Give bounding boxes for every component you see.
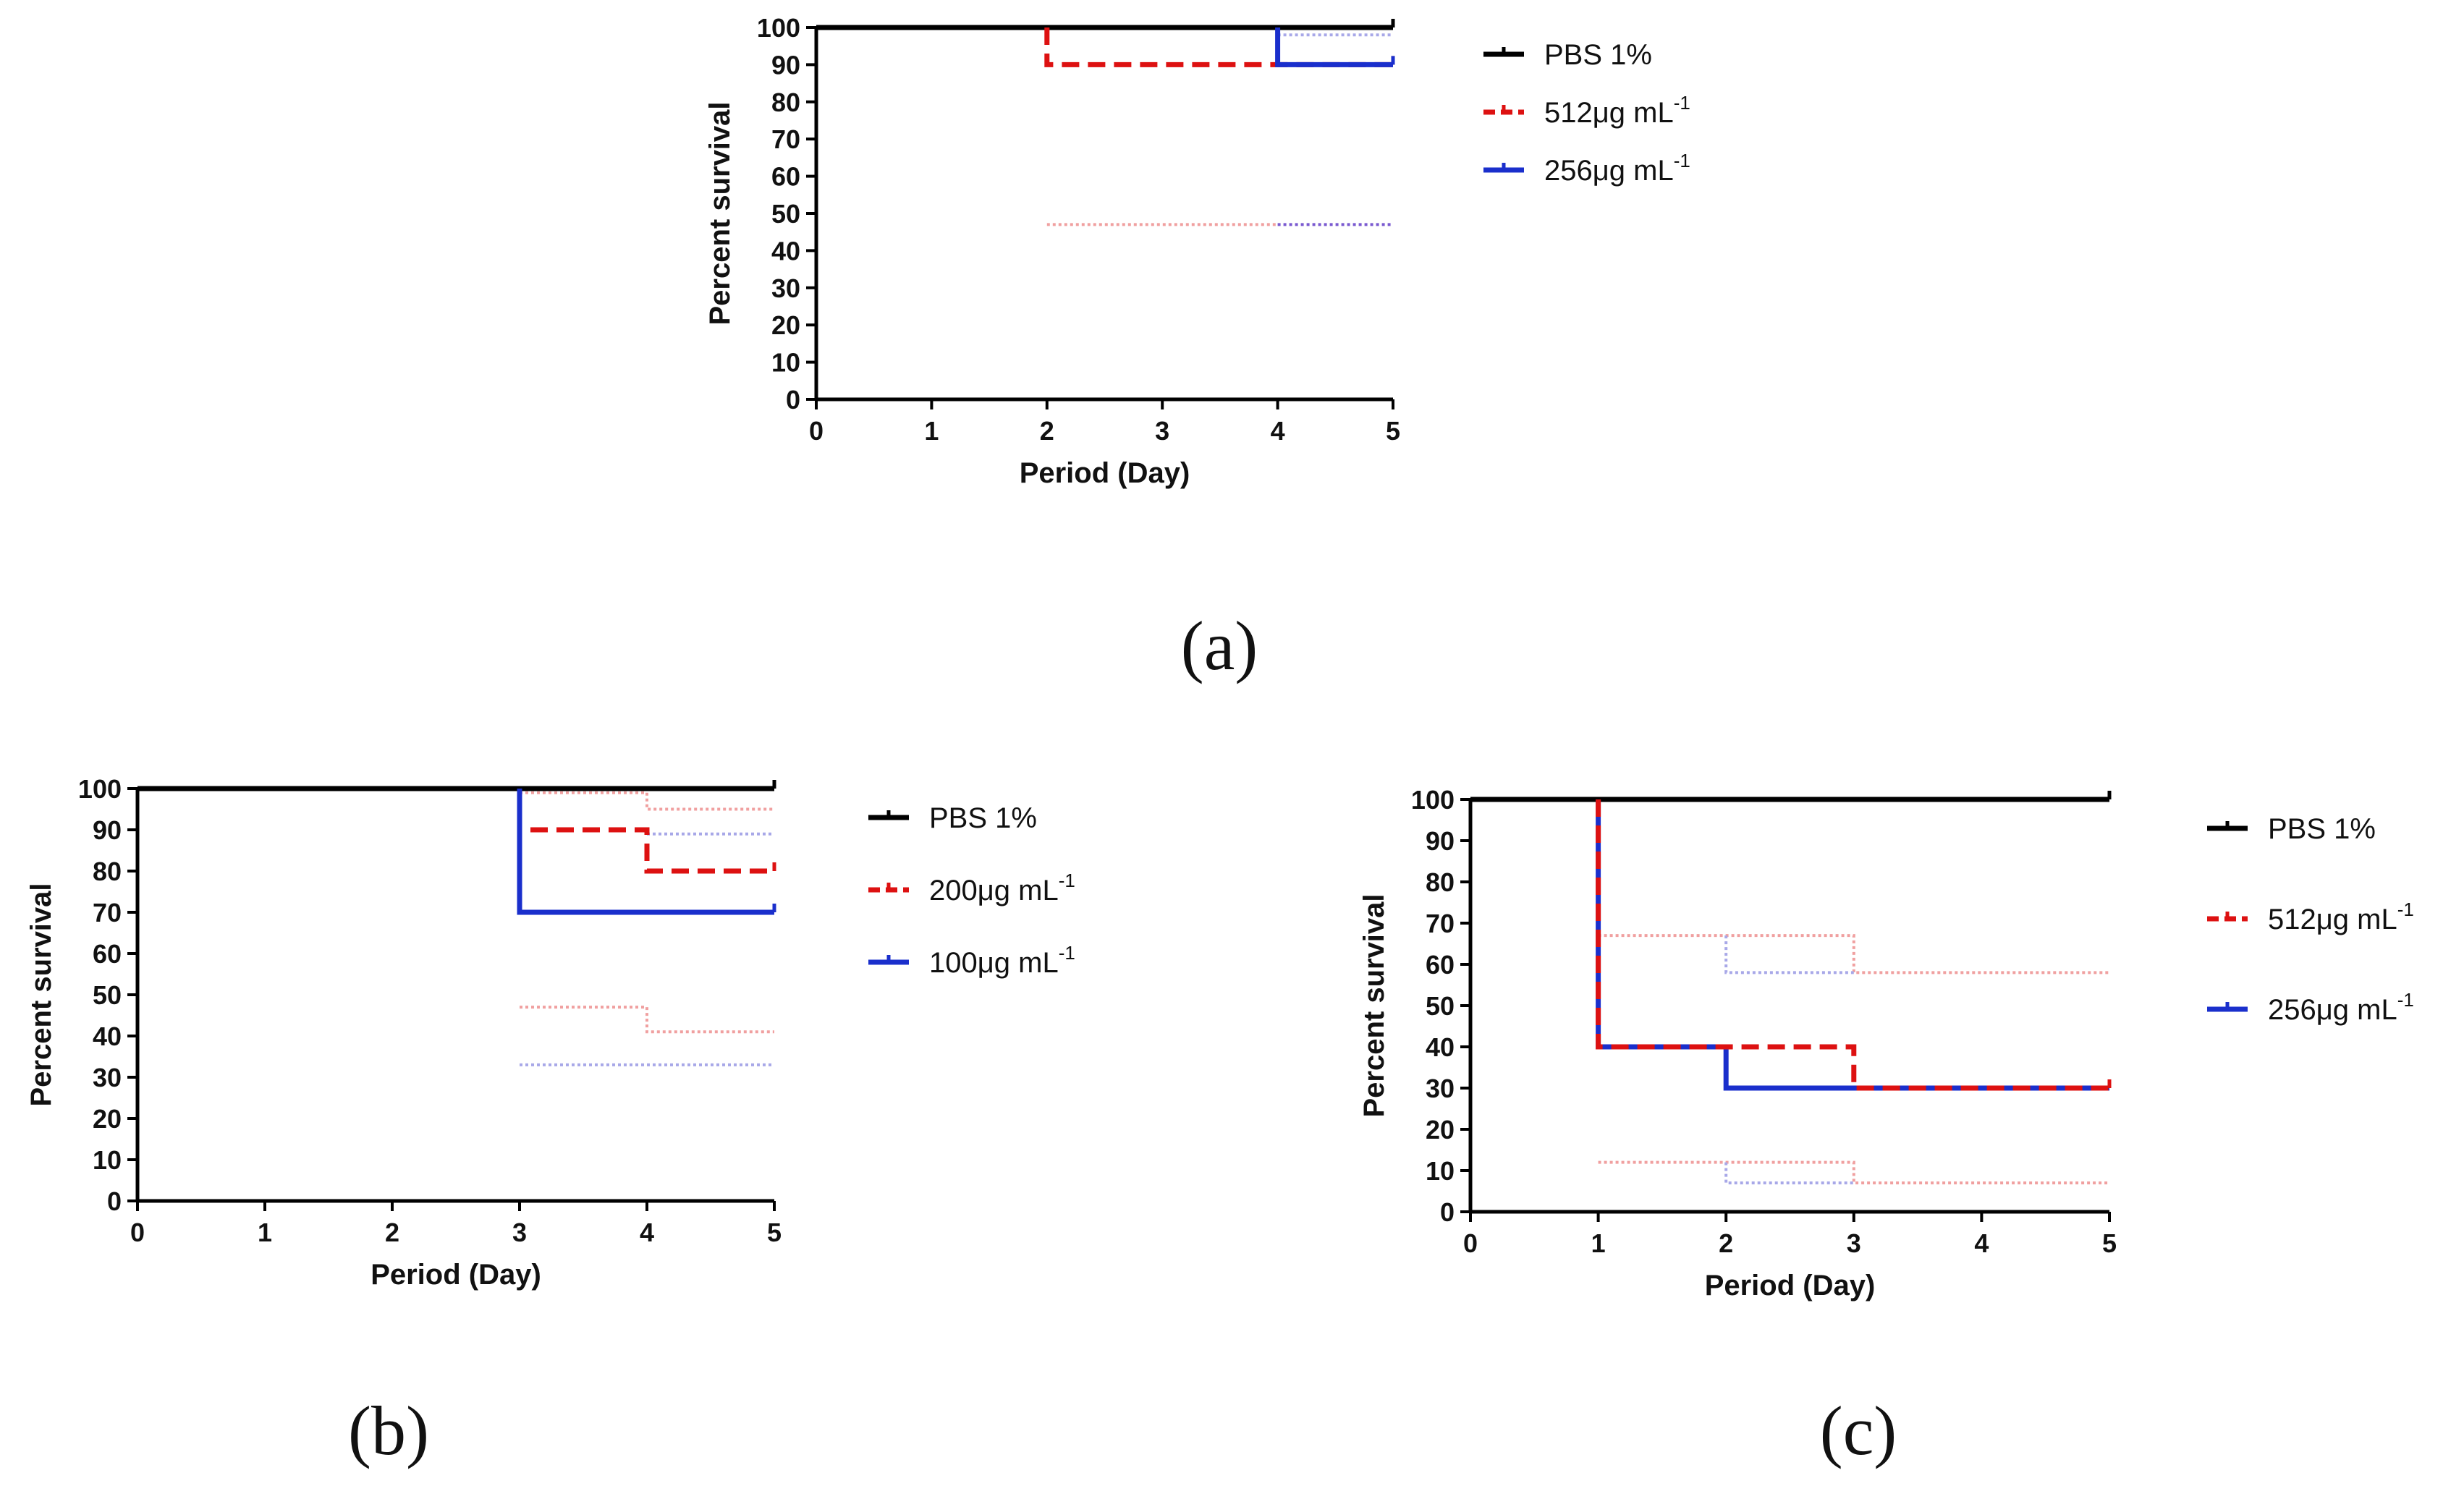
y-tick-label: 40 [93, 1022, 122, 1051]
confidence-band [1724, 1162, 1854, 1185]
y-tick-label: 60 [771, 162, 800, 192]
y-tick-label: 10 [1426, 1156, 1455, 1186]
legend-label: PBS 1% [929, 802, 1037, 834]
x-tick-label: 0 [130, 1218, 145, 1247]
panel-label: (c) [1820, 1392, 1897, 1469]
x-tick-label: 5 [2102, 1228, 2117, 1258]
x-tick-label: 3 [1155, 416, 1169, 446]
y-tick-label: 60 [93, 939, 122, 969]
y-tick-label: 10 [771, 348, 800, 378]
y-tick-label: 80 [93, 857, 122, 886]
x-tick-label: 2 [1040, 416, 1054, 446]
x-tick-label: 2 [385, 1218, 399, 1247]
confidence-band [1598, 1160, 2109, 1185]
y-tick-label: 0 [107, 1186, 122, 1216]
y-tick-label: 30 [1426, 1074, 1455, 1103]
series-line [1275, 27, 1393, 67]
x-tick-label: 0 [809, 416, 824, 446]
y-tick-label: 70 [93, 898, 122, 927]
panel-c: 0 10 20 30 40 50 60 70 80 90 100 0 1 2 3 4 5 Period (Day)… [1358, 785, 2414, 1469]
legend-label: 512μg mL-1 [1544, 92, 1690, 129]
panel-label: (a) [1181, 607, 1258, 684]
panel-a: 0 10 20 30 40 50 60 70 80 90 100 0 1 2 3 4 5 Period (Day)… [704, 13, 1690, 684]
y-tick-label: 90 [93, 815, 122, 845]
y-tick-label: 100 [78, 774, 122, 804]
y-tick-label: 20 [1426, 1115, 1455, 1145]
confidence-band [1598, 934, 2109, 974]
y-axis-title: Percent survival [25, 883, 57, 1106]
legend-label: 512μg mL-1 [2268, 899, 2414, 935]
y-tick-label: 50 [93, 980, 122, 1010]
y-tick-label: 50 [771, 199, 800, 229]
y-tick-label: 80 [1426, 867, 1455, 897]
x-tick-label: 1 [1591, 1228, 1606, 1258]
series-line [517, 789, 774, 915]
x-tick-label: 1 [924, 416, 939, 446]
y-tick-label: 0 [786, 385, 800, 415]
x-tick-label: 4 [1271, 416, 1285, 446]
panel-b: 0 10 20 30 40 50 60 70 80 90 100 0 1 2 3 4 5 Period (Day)… [25, 774, 1075, 1469]
x-axis-title: Period (Day) [1020, 457, 1190, 489]
legend-label: 200μg mL-1 [929, 870, 1075, 906]
y-tick-label: 70 [771, 124, 800, 154]
y-tick-label: 90 [771, 50, 800, 80]
y-tick-label: 50 [1426, 991, 1455, 1021]
y-tick-label: 30 [771, 273, 800, 303]
confidence-band [520, 791, 774, 811]
x-tick-label: 3 [512, 1218, 527, 1247]
series-line [1044, 27, 1393, 67]
x-axis-title: Period (Day) [371, 1259, 541, 1291]
y-tick-label: 70 [1426, 909, 1455, 938]
panel-label: (b) [348, 1392, 429, 1469]
x-tick-label: 4 [640, 1218, 654, 1247]
series-line [1596, 799, 2109, 1091]
x-axis-title: Period (Day) [1705, 1270, 1876, 1301]
y-tick-label: 100 [1411, 785, 1455, 815]
legend-label: PBS 1% [2268, 813, 2376, 845]
x-tick-label: 0 [1463, 1228, 1478, 1258]
y-axis-title: Percent survival [704, 101, 736, 325]
y-tick-label: 40 [1426, 1032, 1455, 1062]
legend-label: 256μg mL-1 [2268, 989, 2414, 1026]
legend-label: PBS 1% [1544, 39, 1652, 71]
y-tick-label: 60 [1426, 950, 1455, 980]
x-tick-label: 2 [1719, 1228, 1733, 1258]
x-tick-label: 4 [1974, 1228, 1989, 1258]
y-tick-label: 20 [93, 1104, 122, 1134]
y-tick-label: 10 [93, 1145, 122, 1175]
y-tick-label: 80 [771, 88, 800, 117]
x-tick-label: 5 [1386, 416, 1400, 446]
y-tick-label: 40 [771, 236, 800, 266]
confidence-band [1724, 935, 1854, 974]
legend-label: 256μg mL-1 [1544, 150, 1690, 187]
legend-label: 100μg mL-1 [929, 942, 1075, 979]
y-tick-label: 20 [771, 310, 800, 340]
x-tick-label: 3 [1847, 1228, 1861, 1258]
confidence-band [520, 1006, 774, 1034]
y-tick-label: 90 [1426, 826, 1455, 856]
y-tick-label: 100 [757, 13, 800, 43]
x-tick-label: 5 [767, 1218, 782, 1247]
y-tick-label: 30 [93, 1063, 122, 1092]
x-tick-label: 1 [258, 1218, 272, 1247]
y-tick-label: 0 [1440, 1197, 1455, 1227]
y-axis-title: Percent survival [1358, 893, 1390, 1117]
